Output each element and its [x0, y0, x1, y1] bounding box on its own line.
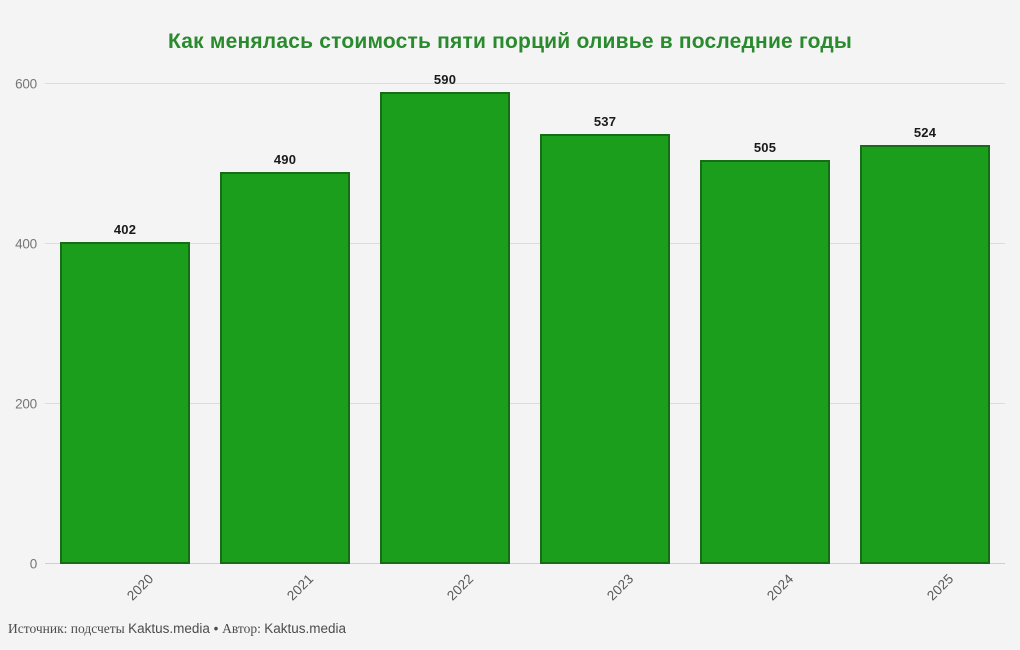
attribution-line: Источник: подсчеты Kaktus.media • Автор:…	[8, 621, 346, 637]
bar-value-label: 590	[433, 72, 457, 87]
y-tick-label-0: 0	[29, 556, 38, 572]
x-axis: 2020 2021 2022 2023 2024 2025	[45, 564, 1005, 614]
x-column-2023: 2023	[525, 564, 685, 614]
bar-column-2023: 537	[525, 84, 685, 564]
author-label: Автор:	[222, 621, 265, 636]
bar	[380, 92, 510, 564]
bar-column-2024: 505	[685, 84, 845, 564]
bar-column-2022: 590	[365, 72, 525, 564]
bar	[700, 160, 830, 564]
y-tick-label-200: 200	[15, 396, 37, 412]
x-axis-label: 2024	[764, 571, 797, 604]
author-value: Kaktus.media	[264, 621, 347, 636]
y-axis: 0 200 400 600	[0, 77, 37, 572]
bar-value-label: 402	[113, 222, 137, 238]
x-column-2021: 2021	[205, 564, 365, 614]
gridline-0	[45, 563, 1005, 564]
source-label: Источник: подсчеты	[8, 621, 129, 636]
x-axis-label: 2022	[444, 571, 477, 604]
source-value: Kaktus.media	[128, 621, 210, 636]
bar-value-label: 537	[593, 114, 617, 130]
footer-separator: •	[209, 621, 223, 636]
gridline-400	[45, 242, 1005, 244]
bar-value-label: 490	[273, 152, 297, 167]
bar-column-2020: 402	[45, 84, 205, 564]
x-column-2025: 2025	[845, 564, 1005, 614]
bar-value-label: 505	[753, 140, 777, 155]
bar	[540, 134, 670, 564]
x-axis-label: 2021	[284, 571, 317, 604]
gridline-600	[45, 83, 1005, 84]
x-column-2022: 2022	[365, 564, 525, 614]
y-tick-label-600: 600	[15, 76, 37, 92]
x-axis-label: 2025	[924, 571, 957, 604]
gridline-200	[45, 402, 1005, 404]
x-axis-label: 2020	[124, 571, 157, 604]
x-axis-label: 2023	[604, 571, 637, 604]
bar-column-2021: 490	[205, 84, 365, 564]
bar-value-label: 524	[913, 124, 937, 140]
bar	[860, 144, 990, 564]
chart-title: Как менялась стоимость пяти порций оливь…	[167, 30, 853, 53]
plot-area: 402 490 590 537 505 524	[45, 72, 1005, 564]
y-tick-label-400: 400	[15, 236, 37, 252]
x-column-2024: 2024	[685, 564, 845, 614]
bar	[60, 242, 190, 564]
x-column-2020: 2020	[45, 564, 205, 614]
bar	[220, 172, 350, 564]
bars-row: 402 490 590 537 505 524	[45, 72, 1005, 564]
bar-column-2025: 524	[845, 84, 1005, 564]
